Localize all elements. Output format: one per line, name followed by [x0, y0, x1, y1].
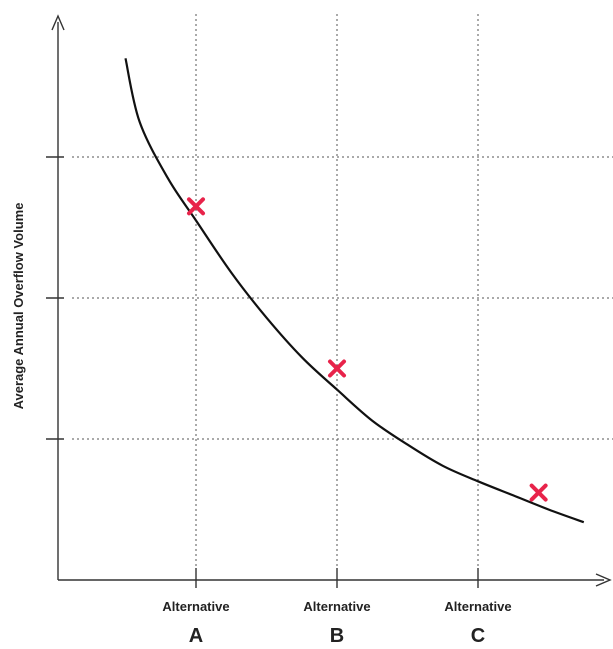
- category-label-letter: A: [189, 625, 203, 647]
- y-axis-label: Average Annual Overflow Volume: [11, 203, 26, 410]
- category-label-word: Alternative: [303, 599, 370, 614]
- x-marker: [328, 359, 346, 378]
- category-label-letter: C: [471, 625, 485, 647]
- x-axis-arrow: [595, 573, 612, 587]
- x-marker: [187, 197, 205, 216]
- category-labels: Alternative A Alternative B Alternative C: [162, 599, 511, 647]
- axes: [51, 14, 612, 587]
- overflow-curve: [124, 58, 585, 524]
- alternative-markers: [187, 197, 548, 502]
- category-label-word: Alternative: [162, 599, 229, 614]
- category-label-word: Alternative: [444, 599, 511, 614]
- x-marker: [529, 483, 548, 502]
- axis-ticks: [46, 156, 479, 588]
- gridlines: [72, 14, 613, 566]
- category-label-letter: B: [330, 625, 344, 647]
- y-axis-arrow: [51, 14, 65, 31]
